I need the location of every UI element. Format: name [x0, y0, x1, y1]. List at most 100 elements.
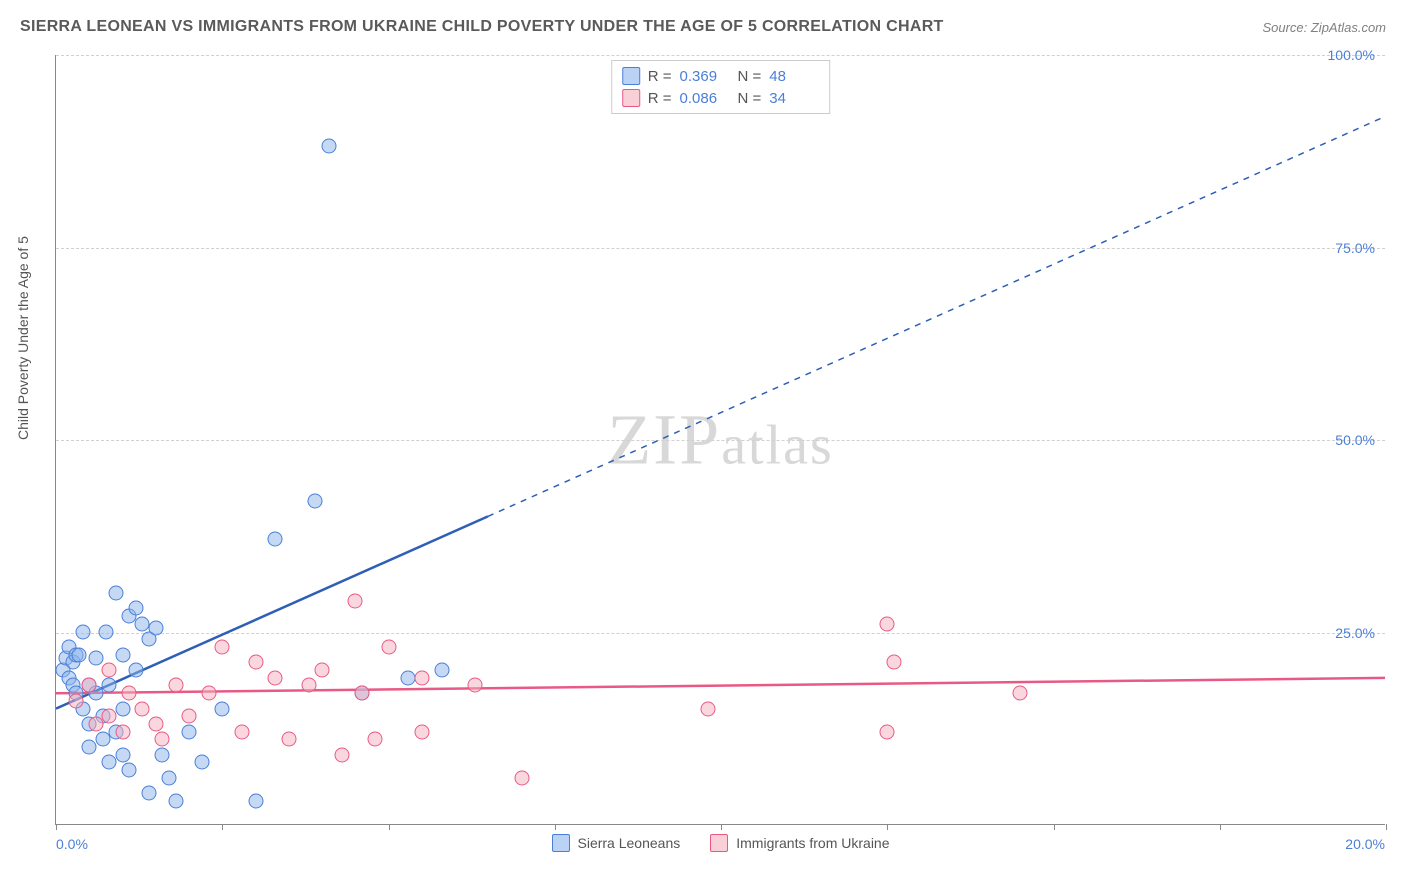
swatch-pink-icon [622, 89, 640, 107]
data-point [102, 663, 117, 678]
stats-row-1: R = 0.369 N = 48 [622, 65, 820, 87]
data-point [142, 786, 157, 801]
data-point [467, 678, 482, 693]
x-tick [56, 824, 57, 830]
plot-area: ZIPatlas 25.0%50.0%75.0%100.0% R = 0.369… [55, 55, 1385, 825]
data-point [334, 747, 349, 762]
y-axis-label: Child Poverty Under the Age of 5 [15, 236, 31, 440]
y-tick-label: 75.0% [1335, 240, 1375, 256]
n-label: N = [738, 68, 762, 85]
data-point [88, 651, 103, 666]
data-point [268, 532, 283, 547]
data-point [880, 616, 895, 631]
data-point [1013, 686, 1028, 701]
legend-label-1: Sierra Leoneans [577, 835, 680, 851]
legend-swatch-blue-icon [551, 834, 569, 852]
data-point [201, 686, 216, 701]
data-point [98, 624, 113, 639]
data-point [148, 716, 163, 731]
data-point [700, 701, 715, 716]
y-tick-label: 50.0% [1335, 432, 1375, 448]
r-label: R = [648, 68, 672, 85]
data-point [368, 732, 383, 747]
x-tick-label-left: 0.0% [56, 836, 88, 852]
data-point [162, 770, 177, 785]
data-point [148, 620, 163, 635]
data-point [348, 593, 363, 608]
data-point [434, 663, 449, 678]
data-point [108, 586, 123, 601]
data-point [82, 678, 97, 693]
n-label-2: N = [738, 90, 762, 107]
data-point [886, 655, 901, 670]
data-point [168, 793, 183, 808]
legend-item-1: Sierra Leoneans [551, 834, 680, 852]
x-tick [555, 824, 556, 830]
data-point [72, 647, 87, 662]
data-point [281, 732, 296, 747]
source-label: Source: ZipAtlas.com [1262, 20, 1386, 35]
title-bar: SIERRA LEONEAN VS IMMIGRANTS FROM UKRAIN… [20, 18, 1386, 36]
data-point [102, 709, 117, 724]
data-point [115, 701, 130, 716]
data-point [308, 493, 323, 508]
x-tick [887, 824, 888, 830]
x-tick [1054, 824, 1055, 830]
data-point [301, 678, 316, 693]
data-point [215, 639, 230, 654]
stats-row-2: R = 0.086 N = 34 [622, 87, 820, 109]
r-label-2: R = [648, 90, 672, 107]
gridline [56, 248, 1385, 249]
gridline [56, 633, 1385, 634]
x-tick [389, 824, 390, 830]
data-point [381, 639, 396, 654]
legend-swatch-pink-icon [710, 834, 728, 852]
data-point [215, 701, 230, 716]
data-point [414, 724, 429, 739]
x-tick [1386, 824, 1387, 830]
data-point [168, 678, 183, 693]
data-point [182, 709, 197, 724]
data-point [514, 770, 529, 785]
data-point [122, 686, 137, 701]
data-point [315, 663, 330, 678]
watermark-zip: ZIP [607, 399, 721, 479]
swatch-blue-icon [622, 67, 640, 85]
data-point [321, 139, 336, 154]
legend-label-2: Immigrants from Ukraine [736, 835, 889, 851]
legend-item-2: Immigrants from Ukraine [710, 834, 889, 852]
chart-title: SIERRA LEONEAN VS IMMIGRANTS FROM UKRAIN… [20, 18, 944, 36]
data-point [155, 732, 170, 747]
gridline [56, 440, 1385, 441]
data-point [248, 793, 263, 808]
data-point [235, 724, 250, 739]
data-point [155, 747, 170, 762]
data-point [122, 763, 137, 778]
bottom-legend: Sierra Leoneans Immigrants from Ukraine [551, 834, 889, 852]
x-tick [222, 824, 223, 830]
x-tick [1220, 824, 1221, 830]
y-tick-label: 100.0% [1328, 47, 1375, 63]
data-point [354, 686, 369, 701]
data-point [68, 693, 83, 708]
data-point [248, 655, 263, 670]
data-point [880, 724, 895, 739]
x-tick [721, 824, 722, 830]
n-value-2: 34 [769, 90, 819, 107]
data-point [135, 701, 150, 716]
data-point [75, 624, 90, 639]
data-point [128, 601, 143, 616]
data-point [182, 724, 197, 739]
data-point [414, 670, 429, 685]
data-point [195, 755, 210, 770]
y-tick-label: 25.0% [1335, 625, 1375, 641]
watermark-atlas: atlas [721, 414, 834, 476]
x-tick-label-right: 20.0% [1345, 836, 1385, 852]
data-point [115, 724, 130, 739]
r-value-1: 0.369 [680, 68, 730, 85]
stats-box: R = 0.369 N = 48 R = 0.086 N = 34 [611, 60, 831, 114]
data-point [115, 647, 130, 662]
n-value-1: 48 [769, 68, 819, 85]
data-point [268, 670, 283, 685]
data-point [115, 747, 130, 762]
